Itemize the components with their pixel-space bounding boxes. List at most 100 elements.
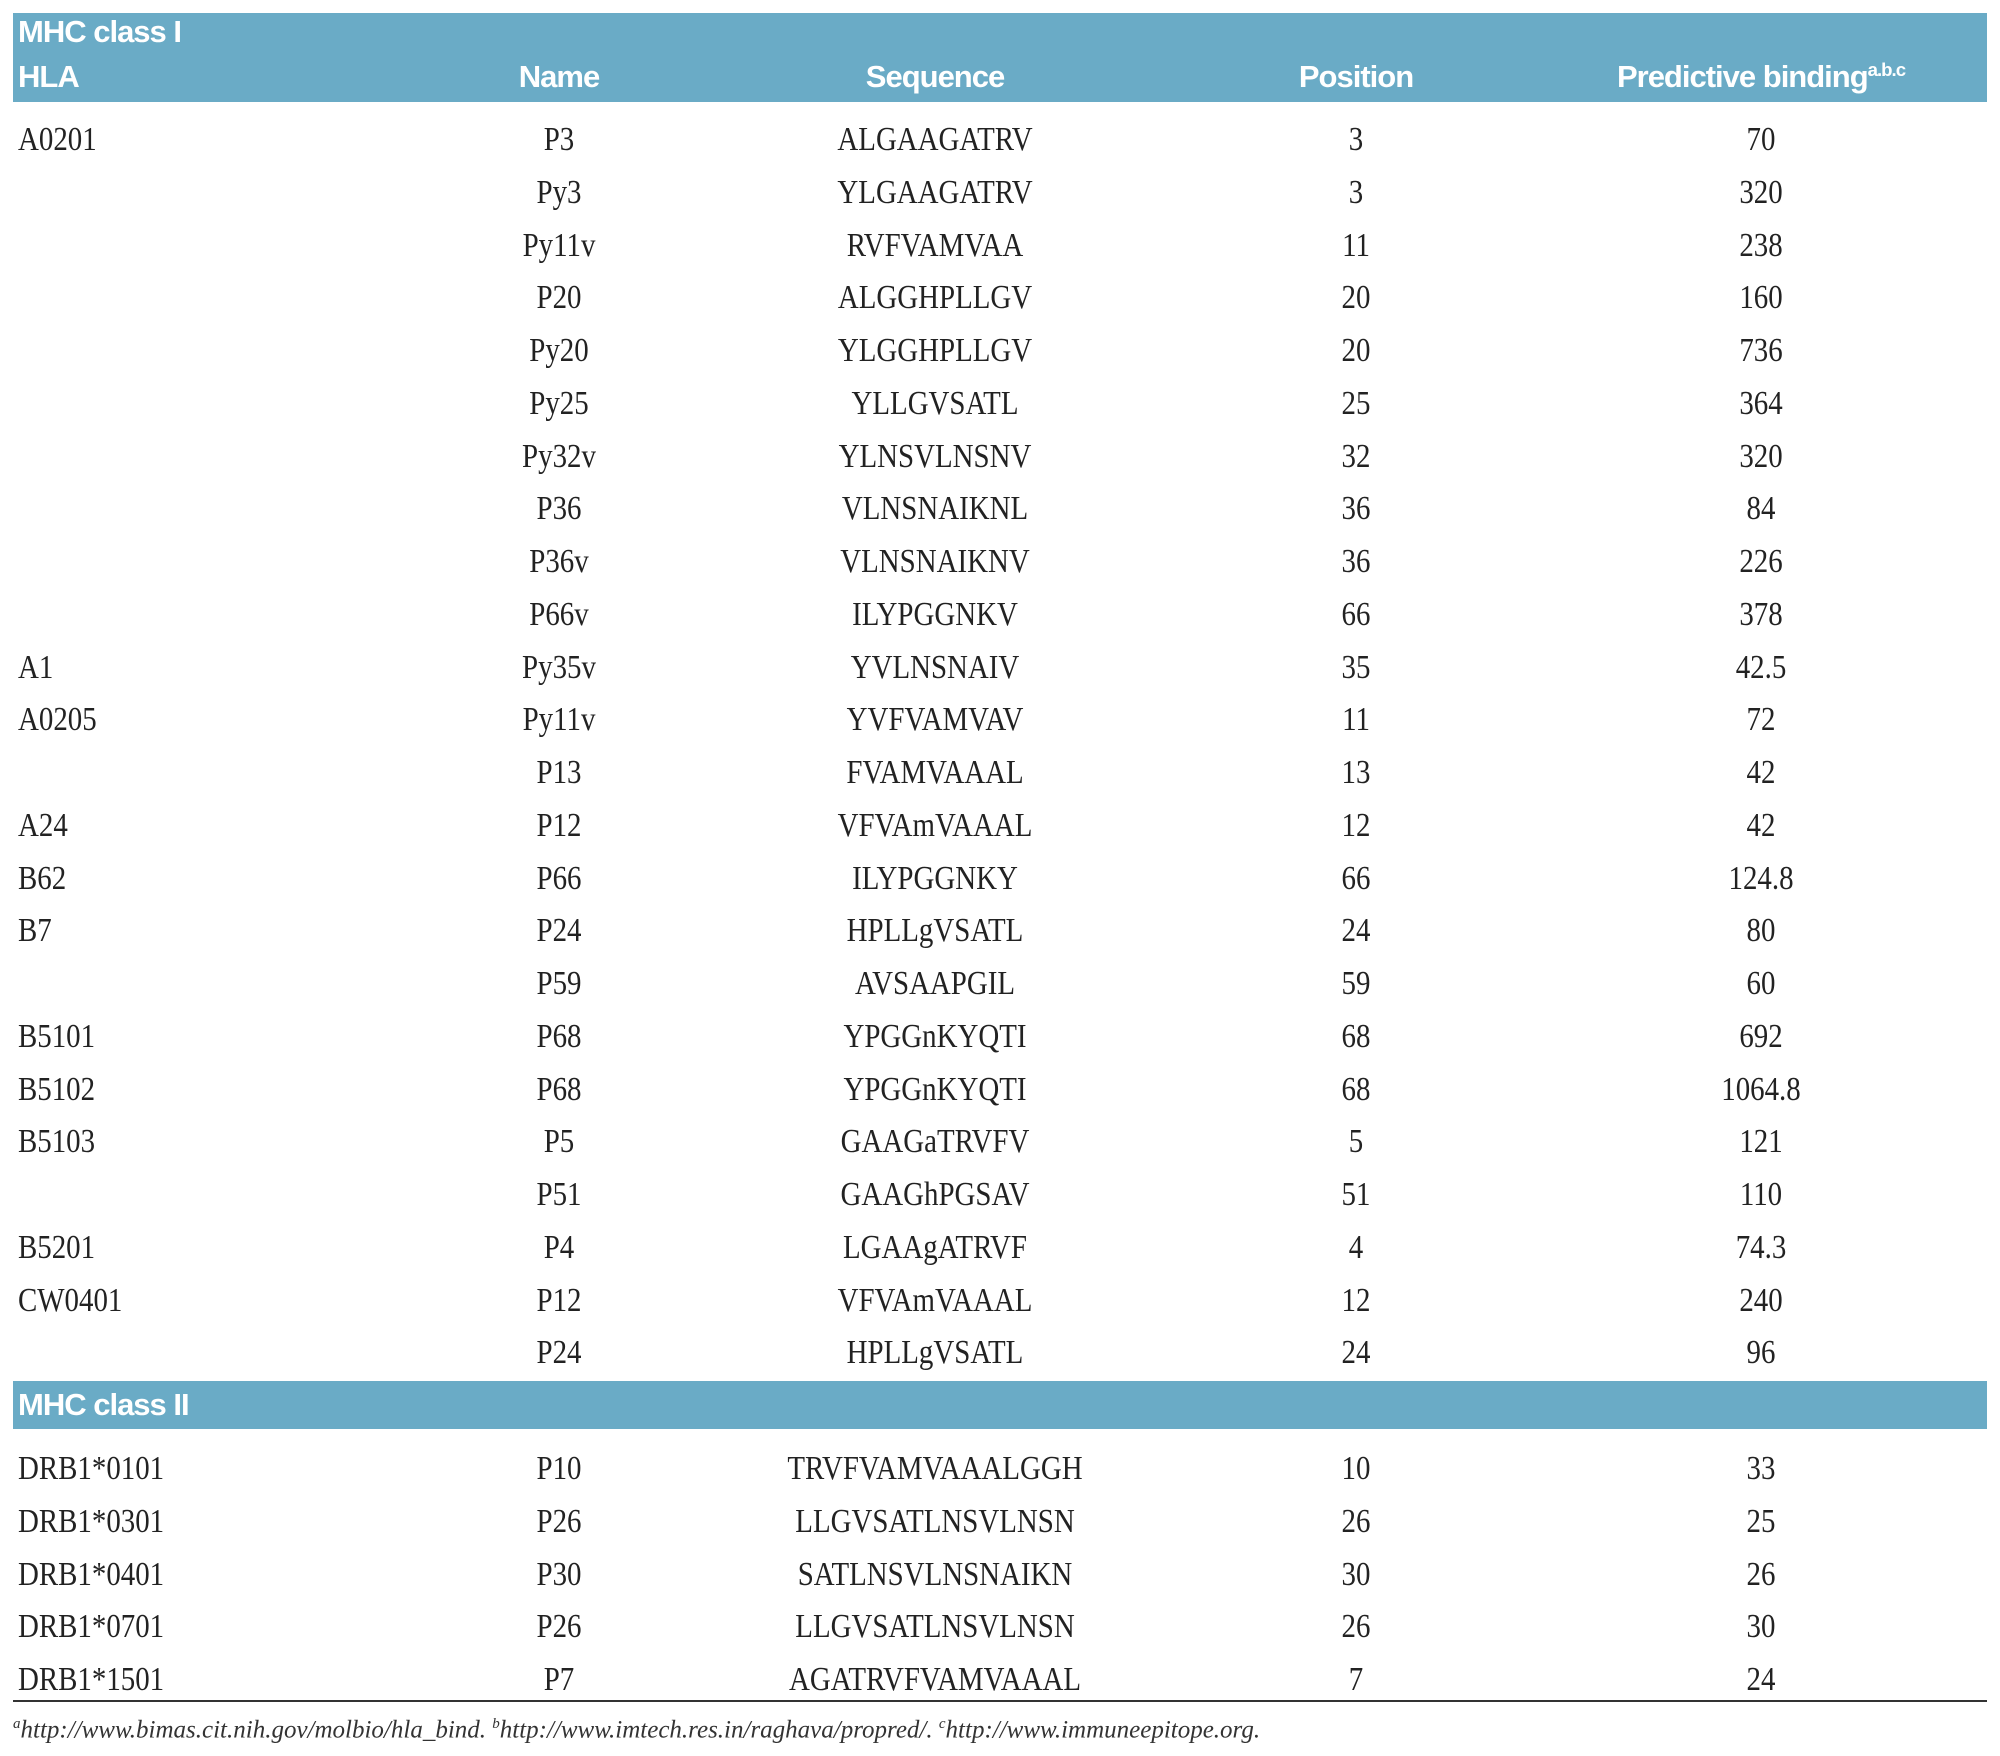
hla-cell: A1 — [18, 648, 54, 686]
name-cell: P10 — [536, 1450, 582, 1487]
position-cell: 24 — [1341, 912, 1371, 950]
position-cell: 26 — [1341, 1502, 1371, 1540]
hla-cell: DRB1*0401 — [18, 1555, 165, 1593]
position-cell: 12 — [1341, 1281, 1371, 1319]
footnotes: ahttp://www.bimas.cit.nih.gov/molbio/hla… — [13, 1716, 1260, 1744]
binding-cell: 42 — [1746, 754, 1776, 791]
name-cell: P26 — [536, 1608, 582, 1646]
hla-cell: DRB1*0701 — [18, 1608, 165, 1646]
sequence-cell: SATLNSVLNSNAIKN — [797, 1555, 1073, 1593]
name-cell: P68 — [536, 1070, 582, 1108]
position-cell: 59 — [1341, 965, 1371, 1002]
name-cell: P13 — [536, 754, 582, 791]
position-cell: 66 — [1341, 595, 1371, 633]
position-cell: 4 — [1348, 1228, 1364, 1266]
position-cell: 3 — [1348, 121, 1364, 158]
binding-cell: 60 — [1746, 965, 1776, 1002]
name-cell: P5 — [543, 1123, 575, 1161]
footnote-text: http://www.bimas.cit.nih.gov/molbio/hla_… — [20, 1716, 487, 1744]
hla-cell: A24 — [18, 806, 68, 844]
position-cell: 5 — [1348, 1123, 1364, 1161]
binding-cell: 26 — [1746, 1555, 1776, 1593]
binding-cell: 364 — [1739, 384, 1783, 422]
footnote-mark: b — [492, 1716, 500, 1732]
position-cell: 68 — [1341, 1017, 1371, 1055]
column-header: Position — [1298, 59, 1414, 94]
name-cell: P36v — [529, 543, 589, 580]
sequence-cell: AVSAAPGIL — [854, 965, 1016, 1002]
binding-cell: 110 — [1739, 1176, 1783, 1213]
sequence-cell: YVFVAMVAV — [846, 701, 1024, 739]
sequence-cell: YPGGnKYQTI — [843, 1017, 1027, 1055]
position-cell: 25 — [1341, 384, 1371, 422]
header-superscript: a.b.c — [1867, 58, 1906, 80]
position-cell: 10 — [1341, 1450, 1371, 1487]
hla-cell: DRB1*1501 — [18, 1661, 165, 1698]
sequence-cell: AGATRVFVAMVAAAL — [788, 1661, 1082, 1698]
position-cell: 13 — [1341, 754, 1371, 791]
footnote-text: http://www.immuneepitope.org. — [945, 1716, 1261, 1744]
hla-cell: B5101 — [18, 1017, 96, 1055]
binding-cell: 25 — [1746, 1502, 1776, 1540]
name-cell: P7 — [543, 1661, 575, 1698]
column-header: HLA — [18, 59, 80, 94]
name-cell: Py20 — [529, 332, 589, 369]
position-cell: 24 — [1341, 1334, 1371, 1372]
sequence-cell: VFVAmVAAAL — [837, 1281, 1033, 1319]
name-cell: P24 — [536, 912, 582, 950]
sequence-cell: FVAMVAAAL — [846, 754, 1024, 791]
binding-cell: 42.5 — [1735, 648, 1787, 686]
name-cell: P68 — [536, 1017, 582, 1055]
binding-cell: 70 — [1746, 121, 1776, 158]
hla-cell: DRB1*0101 — [18, 1450, 165, 1487]
column-header: Name — [518, 59, 600, 94]
hla-cell: B5103 — [18, 1123, 96, 1161]
sequence-cell: VLNSNAIKNL — [841, 490, 1029, 528]
binding-cell: 240 — [1739, 1281, 1783, 1319]
footnote-text: http://www.imtech.res.in/raghava/propred… — [499, 1716, 933, 1744]
name-cell: P20 — [536, 279, 582, 317]
position-cell: 3 — [1348, 173, 1364, 211]
binding-cell: 736 — [1739, 332, 1783, 369]
sequence-cell: YVLNSNAIV — [850, 648, 1020, 686]
column-header: Predictive bindinga.b.c — [1616, 58, 1906, 95]
column-header: Sequence — [865, 59, 1005, 94]
hla-cell: B5201 — [18, 1228, 96, 1266]
binding-cell: 72 — [1746, 701, 1776, 739]
sequence-cell: HPLLgVSATL — [846, 1334, 1024, 1372]
hla-cell: CW0401 — [18, 1281, 123, 1319]
position-cell: 35 — [1341, 648, 1371, 686]
sequence-cell: RVFVAMVAA — [846, 226, 1024, 264]
binding-cell: 121 — [1739, 1123, 1783, 1161]
bottom-rule — [13, 1700, 1987, 1702]
position-cell: 7 — [1348, 1661, 1364, 1698]
hla-cell: B62 — [18, 859, 67, 897]
binding-cell: 42 — [1746, 806, 1776, 844]
sequence-cell: ILYPGGNKV — [852, 595, 1018, 633]
position-cell: 11 — [1342, 226, 1370, 264]
section-band — [13, 1381, 1987, 1429]
binding-cell: 238 — [1739, 226, 1783, 264]
hla-cell: B5102 — [18, 1070, 96, 1108]
name-cell: P24 — [536, 1334, 582, 1372]
sequence-cell: LLGVSATLNSVLNSN — [795, 1502, 1075, 1540]
binding-cell: 74.3 — [1735, 1228, 1787, 1266]
name-cell: Py11v — [522, 701, 596, 739]
position-cell: 32 — [1341, 437, 1371, 475]
binding-cell: 30 — [1746, 1608, 1776, 1646]
name-cell: P59 — [536, 965, 582, 1002]
hla-cell: A0201 — [18, 121, 97, 158]
name-cell: P36 — [536, 490, 582, 528]
name-cell: P3 — [543, 121, 575, 158]
position-cell: 12 — [1341, 806, 1371, 844]
sequence-cell: ILYPGGNKY — [852, 859, 1018, 897]
hla-cell: B7 — [18, 912, 52, 950]
name-cell: P66 — [536, 859, 582, 897]
sequence-cell: ALGAAGATRV — [837, 121, 1033, 158]
sequence-cell: HPLLgVSATL — [846, 912, 1024, 950]
name-cell: P4 — [543, 1228, 575, 1266]
binding-cell: 160 — [1739, 279, 1783, 317]
binding-cell: 692 — [1739, 1017, 1783, 1055]
footnote-mark: c — [938, 1716, 946, 1732]
